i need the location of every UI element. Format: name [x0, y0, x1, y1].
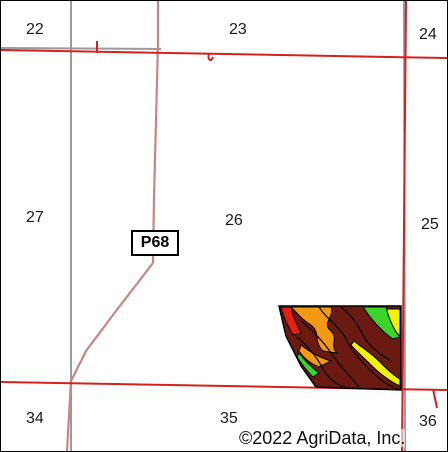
highway-p68	[65, 1, 160, 451]
section-number-34: 34	[26, 410, 44, 427]
highway-p68-diagonal-segment	[70, 262, 154, 382]
highway-p68-north-segment	[151, 1, 160, 264]
soil-red-area	[280, 306, 302, 336]
section-number-23: 23	[229, 21, 247, 38]
section-line-east	[401, 1, 407, 451]
section-number-25: 25	[421, 216, 439, 233]
section-number-26: 26	[225, 212, 243, 229]
section-number-35: 35	[220, 410, 238, 427]
soil-boundary-lines	[296, 306, 400, 390]
highway-p68-south-segment	[65, 380, 73, 451]
section-number-36: 36	[419, 413, 437, 430]
section-number-22: 22	[26, 21, 44, 38]
section-line-north	[1, 49, 447, 59]
route-shield-p68: P68	[131, 230, 179, 256]
section-number-24: 24	[419, 26, 437, 43]
road-north-horizontal	[1, 47, 162, 50]
section-line-tick-3	[432, 388, 438, 409]
soil-orange-area	[289, 306, 339, 354]
soil-yellow-area	[350, 340, 401, 387]
section-line-tick-2	[207, 53, 214, 62]
soil-map	[278, 305, 402, 391]
soil-green-area	[362, 306, 401, 340]
section-number-27: 27	[26, 209, 44, 226]
soil-green-area-2	[296, 352, 320, 378]
copyright-notice: ©2022 AgriData, Inc.	[239, 428, 406, 448]
